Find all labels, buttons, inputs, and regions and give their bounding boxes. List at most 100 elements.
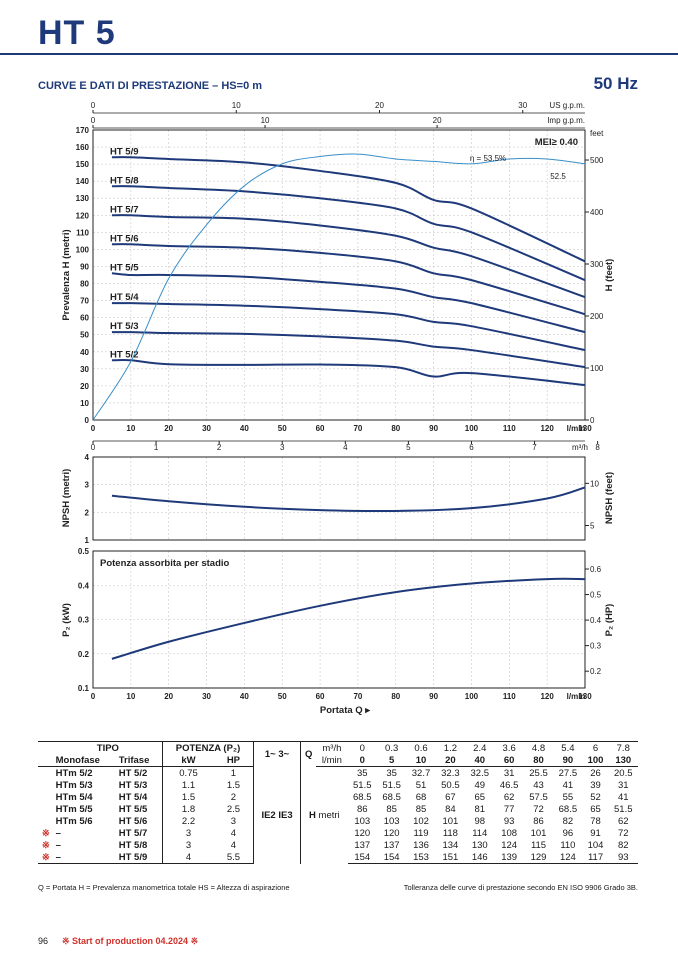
power-chart-frame xyxy=(92,550,586,689)
monofase-model: – xyxy=(53,851,117,864)
head-y-tick: 50 xyxy=(80,331,89,340)
potenza-header: POTENZA (P₂) xyxy=(162,741,254,754)
head-value: 68.5 xyxy=(382,791,401,803)
mei-label: MEI≥ 0.40 xyxy=(535,137,578,148)
trifase-model: HT 5/6 xyxy=(118,815,148,827)
kw-header: kW xyxy=(162,754,214,767)
head-value: 151 xyxy=(435,851,466,864)
row-mark xyxy=(38,767,54,780)
row-mark xyxy=(38,815,54,827)
power-kw: 1.1 xyxy=(162,779,214,791)
head-value: 50.5 xyxy=(441,779,460,791)
head-value: 65 xyxy=(590,803,601,815)
monofase-model: HTm 5/4 xyxy=(55,791,93,803)
power-right-tick: 0.5 xyxy=(590,591,602,600)
head-value: 91 xyxy=(590,827,601,839)
head-value: 51.5 xyxy=(353,779,372,791)
head-value: 25.5 xyxy=(529,767,548,779)
head-curve-ht-5-4 xyxy=(111,302,586,352)
power-y-tick: 0.5 xyxy=(78,547,90,556)
section-title: CURVE E DATI DI PRESTAZIONE – HS=0 m xyxy=(38,80,263,92)
head-value: 77 xyxy=(503,803,515,815)
row-mark: ※ xyxy=(38,851,54,864)
power-chart-title: Potenza assorbita per stadio xyxy=(100,558,230,569)
curve-label: HT 5/4 xyxy=(110,292,139,303)
usgpm-tick: 10 xyxy=(232,101,241,110)
curve-label: HT 5/9 xyxy=(110,146,139,157)
table-row: HTm 5/6 HT 5/6 2.2 3 103 103 102 101 98 93 86 82 78 6… xyxy=(38,815,638,827)
head-value: 124 xyxy=(553,851,583,864)
head-y-tick: 170 xyxy=(76,126,90,135)
q-m3h-value: 2.4 xyxy=(465,741,495,754)
head-y-tick: 20 xyxy=(80,382,89,391)
efficiency-curve xyxy=(92,153,586,421)
power-right-tick: 0.3 xyxy=(590,642,602,651)
power-hp: 2 xyxy=(230,791,237,803)
q-lmin-value: 10 xyxy=(406,754,436,767)
trifase-model: HT 5/7 xyxy=(118,827,148,839)
head-value: 68.5 xyxy=(558,803,578,815)
impgpm-tick: 0 xyxy=(91,116,96,125)
head-value: 62 xyxy=(503,791,515,803)
head-y-tick: 0 xyxy=(85,416,90,425)
head-value: 117 xyxy=(582,851,609,864)
row-mark xyxy=(38,791,54,803)
curve-label: HT 5/7 xyxy=(110,204,139,215)
power-kw: 2.2 xyxy=(162,815,214,827)
head-value: 82 xyxy=(617,839,629,851)
performance-charts: 0 10 20 30 40 50 60 70 80 90 100 110 120 130l/min0102… xyxy=(61,101,615,716)
head-right-unit: feet xyxy=(590,129,604,138)
head-curve-ht-5-9 xyxy=(111,156,586,263)
head-value: 68 xyxy=(415,791,427,803)
metri-label: metri xyxy=(318,809,340,821)
head-y-tick: 80 xyxy=(80,280,89,289)
power-x-tick: 30 xyxy=(202,692,211,701)
head-value: 65 xyxy=(474,791,486,803)
head-value: 86 xyxy=(533,815,544,827)
power-hp: 4 xyxy=(230,827,237,839)
page-title: HT 5 xyxy=(38,14,116,52)
head-y-tick: 10 xyxy=(80,399,89,408)
q-lmin-value: 100 xyxy=(582,754,609,767)
q-lmin-value: 20 xyxy=(435,754,466,767)
m3h-tick: 4 xyxy=(343,443,348,452)
power-x-tick: 100 xyxy=(465,692,479,701)
head-x-tick: 20 xyxy=(164,424,173,433)
power-y-tick: 0.3 xyxy=(78,616,90,625)
monofase-model: – xyxy=(55,839,61,851)
power-y-tick: 0.1 xyxy=(78,684,90,693)
power-kw: 4 xyxy=(162,851,214,864)
q-lmin-value: 5 xyxy=(376,754,407,767)
head-value: 84 xyxy=(445,803,456,815)
head-value: 139 xyxy=(494,851,524,864)
m3h-tick: 5 xyxy=(406,443,411,452)
head-value: 93 xyxy=(608,851,638,864)
power-x-tick: 80 xyxy=(391,692,400,701)
head-curve-ht-5-5 xyxy=(111,272,586,334)
m3h-tick: 0 xyxy=(91,443,96,452)
power-x-tick: 0 xyxy=(91,692,96,701)
power-x-tick: 110 xyxy=(503,692,516,701)
lmin-header: l/min xyxy=(316,754,348,767)
npsh-curve xyxy=(111,486,586,513)
power-kw: 3 xyxy=(162,827,214,839)
power-y-label: P₂ (kW) xyxy=(61,603,72,637)
curve-label: HT 5/3 xyxy=(110,321,139,332)
power-x-tick: 40 xyxy=(240,692,249,701)
power-right-tick: 0.2 xyxy=(590,667,602,676)
head-y-label: Prevalenza H (metri) xyxy=(61,229,72,320)
trifase-model: HT 5/2 xyxy=(118,767,148,779)
curve-label: HT 5/6 xyxy=(110,233,139,244)
head-curve-ht-5-7 xyxy=(111,214,586,299)
hp-header: HP xyxy=(213,754,254,767)
head-right-tick: 300 xyxy=(590,260,604,269)
head-x-tick: 90 xyxy=(429,424,438,433)
head-y-tick: 100 xyxy=(76,245,90,254)
power-y-tick: 0.4 xyxy=(78,581,90,590)
npsh-y-label-right: NPSH (feet) xyxy=(604,472,615,524)
head-value: 120 xyxy=(354,827,371,839)
efficiency-end-label: 52.5 xyxy=(550,172,566,181)
head-x-tick: 70 xyxy=(353,424,362,433)
usgpm-tick: 20 xyxy=(375,101,384,110)
q-lmin-value: 130 xyxy=(608,754,638,767)
